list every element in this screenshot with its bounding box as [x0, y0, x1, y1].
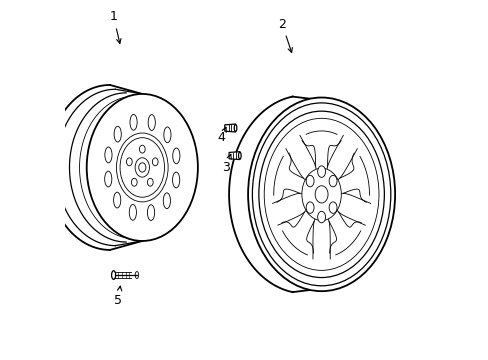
Ellipse shape: [148, 114, 155, 130]
Ellipse shape: [238, 152, 241, 159]
Text: 3: 3: [222, 154, 231, 174]
Ellipse shape: [111, 271, 115, 279]
Ellipse shape: [172, 148, 180, 164]
Ellipse shape: [328, 175, 336, 187]
Ellipse shape: [301, 168, 341, 221]
Ellipse shape: [317, 166, 325, 177]
Polygon shape: [224, 124, 235, 132]
Text: 4: 4: [217, 127, 226, 144]
Ellipse shape: [147, 205, 154, 220]
Ellipse shape: [113, 192, 121, 208]
Text: 1: 1: [109, 10, 121, 44]
Ellipse shape: [139, 145, 145, 153]
Ellipse shape: [305, 202, 313, 213]
Ellipse shape: [247, 98, 394, 291]
Ellipse shape: [152, 158, 158, 166]
Ellipse shape: [305, 175, 313, 187]
Ellipse shape: [126, 158, 132, 166]
Ellipse shape: [130, 114, 137, 130]
Ellipse shape: [234, 125, 236, 131]
Ellipse shape: [328, 202, 336, 213]
Ellipse shape: [104, 147, 112, 163]
Text: 5: 5: [114, 286, 122, 307]
Ellipse shape: [104, 171, 112, 187]
Ellipse shape: [129, 204, 136, 220]
Ellipse shape: [86, 94, 198, 241]
Ellipse shape: [131, 178, 137, 186]
Ellipse shape: [163, 127, 171, 143]
Ellipse shape: [114, 126, 121, 142]
Text: 2: 2: [278, 18, 292, 53]
Polygon shape: [228, 152, 239, 159]
Ellipse shape: [163, 193, 170, 209]
Ellipse shape: [317, 211, 325, 223]
Ellipse shape: [172, 172, 180, 188]
Ellipse shape: [147, 178, 153, 186]
